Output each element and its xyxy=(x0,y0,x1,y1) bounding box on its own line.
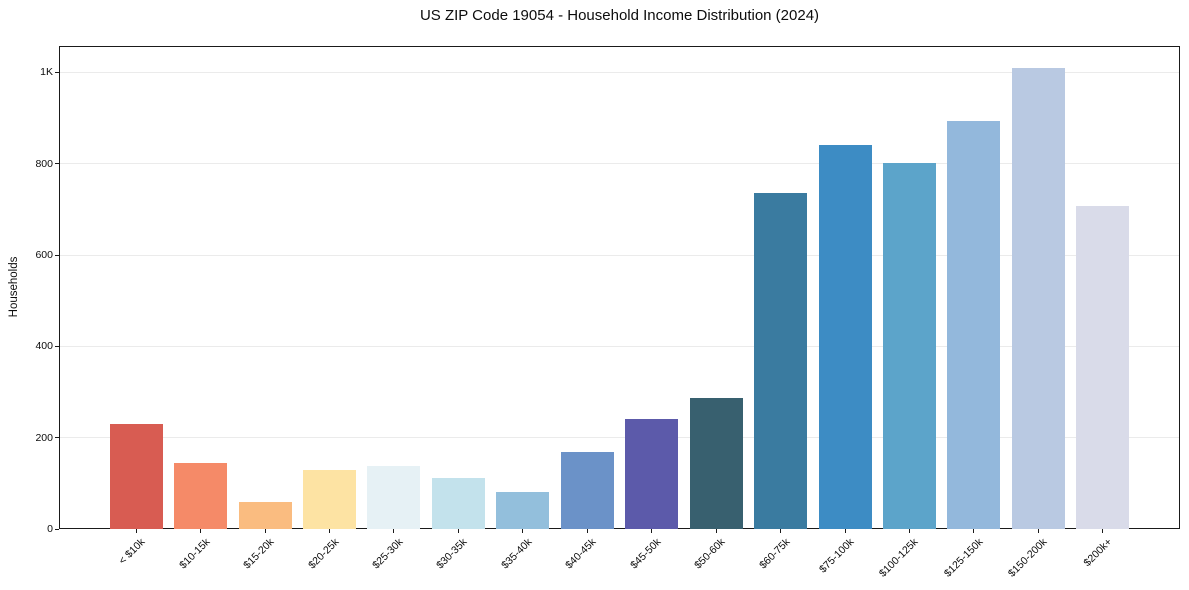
x-tick-label: $125-150k xyxy=(941,536,986,580)
bar xyxy=(496,491,550,529)
x-tick-mark xyxy=(908,529,910,533)
y-tick-label: 400 xyxy=(35,340,53,353)
y-axis-label: Households xyxy=(8,256,20,318)
x-tick-mark xyxy=(715,529,717,533)
bar xyxy=(109,424,163,529)
x-tick-label: $45-50k xyxy=(627,536,664,572)
y-tick-mark xyxy=(55,528,59,530)
x-tick-mark xyxy=(135,529,137,533)
gridline xyxy=(60,345,1179,347)
x-tick-mark xyxy=(329,529,331,533)
bar xyxy=(689,397,743,529)
bar xyxy=(882,162,936,529)
x-tick-mark xyxy=(200,529,202,533)
x-tick-label: $35-40k xyxy=(499,536,535,572)
bar xyxy=(303,469,357,529)
bar xyxy=(818,144,872,529)
x-tick-label: $15-20k xyxy=(241,536,277,572)
chart-title: US ZIP Code 19054 - Household Income Dis… xyxy=(419,7,820,24)
x-tick-label: $10-15k xyxy=(176,536,213,572)
x-tick-label: $40-45k xyxy=(563,536,599,572)
bar xyxy=(431,477,485,529)
x-tick-mark xyxy=(651,529,653,533)
x-tick-mark xyxy=(264,529,266,533)
bar xyxy=(560,452,614,529)
y-tick-mark xyxy=(55,254,59,256)
bar xyxy=(754,193,808,529)
bar xyxy=(1076,205,1130,529)
x-tick-mark xyxy=(586,529,588,533)
bar xyxy=(367,466,421,529)
bar xyxy=(174,462,228,529)
gridline xyxy=(60,437,1179,439)
x-tick-mark xyxy=(844,529,846,533)
x-tick-label: $60-75k xyxy=(756,536,793,572)
bar xyxy=(238,501,292,529)
x-tick-label: $200k+ xyxy=(1081,536,1115,570)
y-tick-label: 200 xyxy=(35,431,53,444)
y-tick-label: 1K xyxy=(40,66,53,79)
y-tick-label: 0 xyxy=(47,523,53,535)
x-tick-mark xyxy=(1102,529,1104,533)
x-tick-mark xyxy=(1037,529,1039,533)
x-tick-mark xyxy=(780,529,782,533)
x-tick-mark xyxy=(393,529,395,533)
y-tick-label: 800 xyxy=(35,157,53,170)
bar xyxy=(625,418,679,529)
bar xyxy=(947,121,1001,529)
y-tick-mark xyxy=(55,163,59,165)
x-tick-label: < $10k xyxy=(116,536,148,567)
x-tick-label: $150-200k xyxy=(1006,536,1050,580)
x-tick-mark xyxy=(973,529,975,533)
y-tick-mark xyxy=(55,71,59,73)
gridline xyxy=(60,254,1179,256)
x-tick-label: $30-35k xyxy=(434,536,470,572)
x-tick-label: $75-100k xyxy=(817,536,857,576)
bar xyxy=(1011,67,1065,529)
x-tick-label: $50-60k xyxy=(692,536,728,572)
x-tick-mark xyxy=(457,529,459,533)
y-tick-label: 600 xyxy=(35,249,53,262)
x-tick-mark xyxy=(522,529,524,533)
x-tick-label: $20-25k xyxy=(305,536,342,572)
y-tick-mark xyxy=(55,437,59,439)
gridline xyxy=(60,71,1179,73)
x-tick-label: $25-30k xyxy=(370,536,406,572)
x-tick-label: $100-125k xyxy=(877,536,921,580)
gridline xyxy=(60,163,1179,165)
y-tick-mark xyxy=(55,345,59,347)
